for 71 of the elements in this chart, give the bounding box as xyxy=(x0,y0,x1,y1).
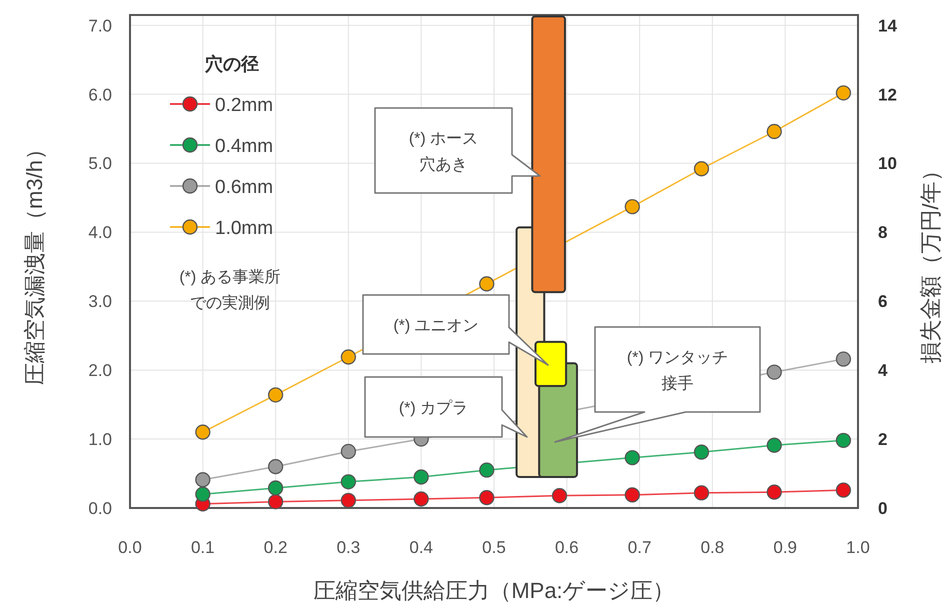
y2-tick-label: 0 xyxy=(878,499,888,518)
annotation: (*) ホース穴あき xyxy=(408,130,478,174)
point xyxy=(340,492,356,508)
annotation: (*) ある事業所での実測例 xyxy=(179,268,281,312)
point xyxy=(694,444,710,460)
x-tick-label: 0.2 xyxy=(264,538,288,557)
y2-tick-label: 10 xyxy=(878,154,897,174)
point xyxy=(479,462,494,478)
annotation: (*) カプラ xyxy=(398,399,468,417)
y2-tick-label: 6 xyxy=(878,292,888,312)
point xyxy=(552,488,568,504)
point xyxy=(479,276,494,292)
point xyxy=(836,85,852,101)
x-tick-label: 0.9 xyxy=(773,538,798,557)
point xyxy=(624,450,640,466)
y-axis-title: 圧縮空気漏洩量（m3/h） xyxy=(22,138,47,385)
x-tick-label: 1.0 xyxy=(846,538,870,557)
point xyxy=(836,482,852,498)
x-tick-label: 0.1 xyxy=(190,538,215,557)
point xyxy=(479,490,494,506)
point xyxy=(624,199,640,214)
legend-label: 0.2mm xyxy=(215,95,274,116)
point xyxy=(268,494,284,510)
point xyxy=(766,484,782,500)
point xyxy=(340,474,356,490)
x-tick-label: 0.8 xyxy=(700,538,724,557)
y2-tick-label: 12 xyxy=(878,85,897,104)
y-tick-label: 4.0 xyxy=(88,223,112,242)
point xyxy=(340,444,356,460)
point xyxy=(624,487,640,502)
y2-tick-label: 8 xyxy=(878,223,888,242)
point xyxy=(766,124,782,140)
x-tick-label: 0.5 xyxy=(482,538,506,557)
x-tick-label: 0.0 xyxy=(118,538,142,557)
y2-tick-label: 2 xyxy=(878,430,888,450)
annotation: (*) ワンタッチ接手 xyxy=(626,350,728,392)
point xyxy=(195,424,210,440)
legend-label: 1.0mm xyxy=(215,218,274,239)
legend-label: 0.6mm xyxy=(215,177,274,198)
legend-title: 穴の径 xyxy=(204,54,259,74)
x-tick-label: 0.6 xyxy=(554,538,579,557)
x-tick-label: 0.7 xyxy=(628,538,652,557)
point xyxy=(268,480,284,496)
point xyxy=(766,364,782,380)
y2-tick-label: 4 xyxy=(878,361,888,380)
x-tick-label: 0.3 xyxy=(336,538,360,557)
y-tick-label: 2.0 xyxy=(88,361,112,380)
point xyxy=(340,349,356,365)
point xyxy=(414,469,429,485)
y-tick-label: 0.0 xyxy=(88,499,112,518)
y2-tick-label: 14 xyxy=(878,16,898,36)
point xyxy=(268,459,284,474)
y-tick-label: 3.0 xyxy=(88,292,112,312)
x-tick-label: 0.4 xyxy=(409,538,434,557)
y-tick-label: 6.0 xyxy=(88,85,112,104)
y-tick-label: 7.0 xyxy=(88,16,112,36)
point xyxy=(836,351,852,367)
y2-axis-title: 損失金額（万円/年） xyxy=(918,159,943,364)
point xyxy=(414,491,429,507)
point xyxy=(694,485,710,500)
y-tick-label: 1.0 xyxy=(88,430,112,450)
annotation: (*) ユニオン xyxy=(393,318,479,334)
point xyxy=(195,472,210,488)
y-tick-label: 5.0 xyxy=(88,154,112,174)
point xyxy=(766,438,782,453)
point xyxy=(195,486,210,502)
x-axis-title: 圧縮空気供給圧力（MPa:ゲージ圧） xyxy=(313,578,675,603)
legend-label: 0.4mm xyxy=(215,136,274,157)
point xyxy=(268,387,284,403)
point xyxy=(836,432,852,448)
point xyxy=(694,161,710,176)
